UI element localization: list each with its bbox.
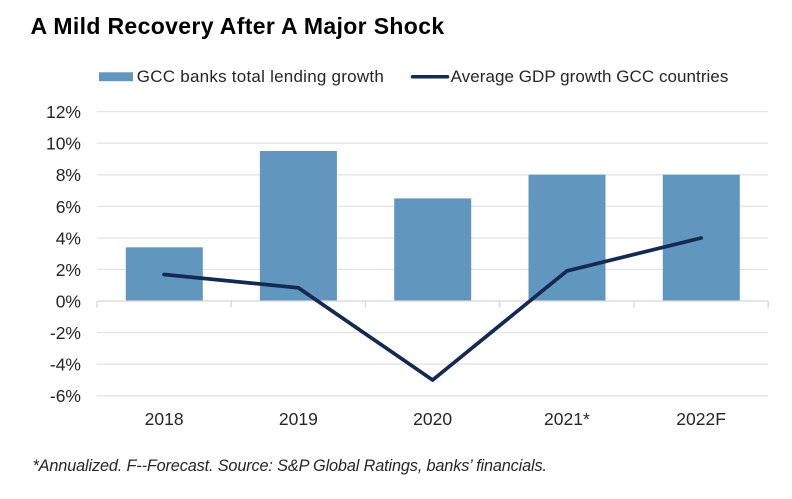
svg-text:2018: 2018 bbox=[145, 409, 184, 429]
svg-text:6%: 6% bbox=[56, 197, 81, 217]
svg-text:2021*: 2021* bbox=[544, 409, 590, 429]
svg-text:Average GDP growth GCC countri: Average GDP growth GCC countries bbox=[451, 67, 729, 86]
svg-text:4%: 4% bbox=[56, 228, 81, 248]
svg-text:2022F: 2022F bbox=[676, 409, 726, 429]
svg-text:2%: 2% bbox=[56, 260, 81, 280]
svg-text:12%: 12% bbox=[46, 102, 81, 122]
svg-text:8%: 8% bbox=[56, 165, 81, 185]
svg-text:10%: 10% bbox=[46, 134, 81, 154]
svg-text:A Mild Recovery After A Major: A Mild Recovery After A Major Shock bbox=[31, 13, 445, 39]
svg-text:-6%: -6% bbox=[50, 386, 81, 406]
svg-text:*Annualized. F--Forecast. Sour: *Annualized. F--Forecast. Source: S&P Gl… bbox=[33, 457, 547, 475]
svg-text:-4%: -4% bbox=[50, 355, 81, 375]
svg-text:-2%: -2% bbox=[50, 323, 81, 343]
svg-text:2019: 2019 bbox=[279, 409, 318, 429]
svg-text:GCC banks total lending growth: GCC banks total lending growth bbox=[137, 67, 384, 86]
svg-text:0%: 0% bbox=[56, 291, 81, 311]
svg-text:2020: 2020 bbox=[413, 409, 452, 429]
